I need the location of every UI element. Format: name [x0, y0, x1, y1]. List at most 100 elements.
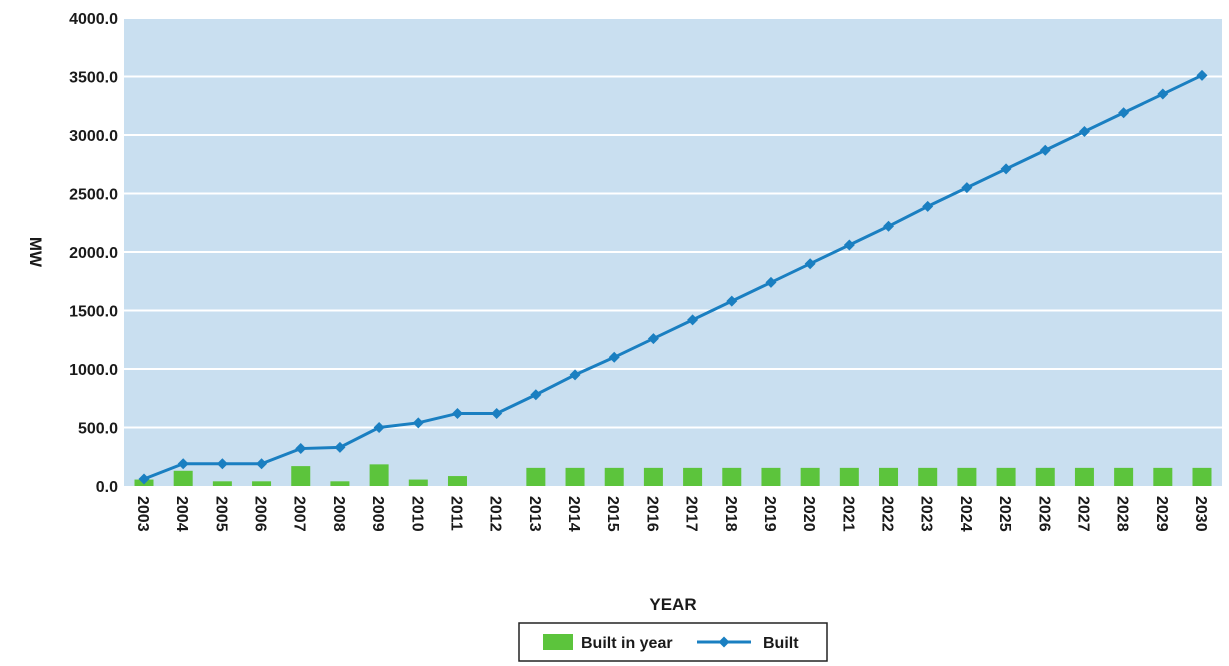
point-2028: [1118, 107, 1130, 119]
point-2024: [961, 182, 973, 194]
point-2015: [608, 351, 620, 363]
bar-2004: [173, 470, 193, 486]
x-tick-label: 2019: [761, 496, 778, 532]
x-tick-label: 2016: [643, 496, 660, 532]
x-tick-label: 2024: [957, 496, 974, 532]
bar-2030: [1192, 467, 1212, 486]
point-2022: [883, 220, 895, 232]
point-2029: [1157, 88, 1169, 100]
bar-2020: [800, 467, 820, 486]
legend-label-built: Built: [763, 635, 799, 652]
bar-2015: [604, 467, 624, 486]
point-2025: [1000, 163, 1012, 175]
point-2007: [295, 443, 307, 455]
x-tick-label: 2005: [212, 496, 229, 532]
bar-2021: [839, 467, 859, 486]
x-tick-label: 2013: [526, 496, 543, 532]
y-tick-label: 1000.0: [69, 362, 118, 379]
bar-2009: [369, 464, 389, 486]
x-tick-label: 2026: [1035, 496, 1052, 532]
point-2004: [177, 458, 189, 470]
x-tick-label: 2017: [683, 496, 700, 532]
x-tick-label: 2030: [1192, 496, 1209, 532]
point-2019: [765, 276, 777, 288]
y-tick-label: 500.0: [78, 421, 118, 438]
bar-2011: [447, 476, 467, 486]
x-tick-label: 2022: [879, 496, 896, 532]
bar-2028: [1114, 467, 1134, 486]
x-tick-label: 2018: [722, 496, 739, 532]
bar-2008: [330, 481, 350, 486]
x-axis-ticks: 2003 2004 2005 2006 2007 2008 2009 2010 2011 2012…: [134, 496, 1209, 532]
x-tick-label: 2010: [408, 496, 425, 532]
bar-2019: [761, 467, 781, 486]
bar-2027: [1074, 467, 1094, 486]
y-tick-label: 1500.0: [69, 304, 118, 321]
point-2011: [451, 407, 463, 419]
x-tick-label: 2009: [369, 496, 386, 532]
point-2005: [216, 458, 228, 470]
bar-2029: [1153, 467, 1173, 486]
x-tick-label: 2008: [330, 496, 347, 532]
bar-2023: [918, 467, 938, 486]
point-2010: [412, 417, 424, 429]
point-2027: [1078, 125, 1090, 137]
y-axis-ticks: 0.0 500.0 1000.0 1500.0 2000.0 2500.0 3000.0 35…: [69, 11, 118, 496]
point-2030: [1196, 69, 1208, 81]
x-tick-label: 2015: [604, 496, 621, 532]
line-built: [143, 73, 1203, 481]
bar-2025: [996, 467, 1016, 486]
bar-2010: [408, 479, 428, 486]
x-tick-label: 2028: [1114, 496, 1131, 532]
x-tick-label: 2011: [447, 496, 464, 531]
x-axis-title: YEAR: [649, 595, 696, 614]
y-tick-label: 2500.0: [69, 187, 118, 204]
bar-2005: [212, 481, 232, 486]
point-2016: [647, 333, 659, 345]
x-tick-label: 2021: [839, 496, 856, 532]
x-tick-label: 2014: [565, 496, 582, 532]
legend-label-built-in-year: Built in year: [581, 635, 673, 652]
bar-2014: [565, 467, 585, 486]
point-2023: [922, 200, 934, 212]
x-tick-label: 2006: [252, 496, 269, 532]
bar-2016: [643, 467, 663, 486]
y-tick-label: 3000.0: [69, 128, 118, 145]
point-2013: [530, 389, 542, 401]
point-2017: [687, 314, 699, 326]
y-tick-label: 0.0: [96, 479, 118, 496]
x-tick-label: 2027: [1074, 496, 1091, 532]
x-tick-label: 2020: [800, 496, 817, 532]
x-tick-label: 2029: [1153, 496, 1170, 532]
bar-2017: [683, 467, 703, 486]
point-2012: [491, 407, 503, 419]
point-2021: [843, 239, 855, 251]
point-2014: [569, 369, 581, 381]
point-2008: [334, 441, 346, 453]
bar-2013: [526, 467, 546, 486]
x-tick-label: 2012: [487, 496, 504, 532]
point-2006: [256, 458, 268, 470]
y-tick-label: 4000.0: [69, 11, 118, 28]
point-2003: [138, 473, 150, 485]
bar-2024: [957, 467, 977, 486]
y-tick-label: 3500.0: [69, 70, 118, 87]
point-2026: [1039, 144, 1051, 156]
y-axis-title: MW: [26, 237, 45, 268]
x-tick-label: 2003: [134, 496, 151, 532]
point-2009: [373, 422, 385, 433]
x-tick-label: 2007: [291, 496, 308, 532]
legend-bar-swatch: [543, 634, 573, 650]
legend: Built in year Built: [518, 622, 828, 662]
bar-2022: [879, 467, 899, 486]
point-2018: [726, 295, 738, 307]
gridlines: [124, 17, 1222, 429]
x-tick-label: 2004: [173, 496, 190, 532]
bar-2026: [1035, 467, 1055, 486]
point-2020: [804, 258, 816, 270]
legend-line-marker: [718, 636, 730, 648]
x-tick-label: 2023: [918, 496, 935, 532]
bar-2007: [291, 466, 311, 486]
y-tick-label: 2000.0: [69, 245, 118, 262]
